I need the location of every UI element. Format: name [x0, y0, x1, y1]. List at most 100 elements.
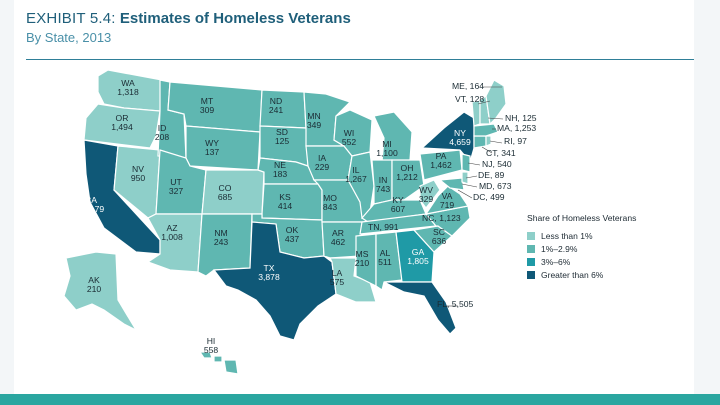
- state-value-pa: 1,462: [430, 160, 452, 170]
- state-FL: [383, 281, 457, 335]
- state-value-nd: 241: [269, 105, 284, 115]
- state-label-mt: MT: [201, 96, 214, 106]
- state-label-nj: NJ, 540: [482, 159, 512, 169]
- legend-swatch: [527, 257, 535, 266]
- leader-DC: [457, 189, 473, 199]
- state-value-co: 685: [218, 192, 233, 202]
- state-label-tx: TX: [264, 263, 275, 273]
- state-GA: [395, 229, 435, 283]
- state-label-nd: ND: [270, 96, 282, 106]
- state-label-ak: AK: [88, 275, 100, 285]
- callout-lines: [446, 86, 504, 307]
- leader-RI: [489, 140, 503, 144]
- state-label-ok: OK: [286, 225, 299, 235]
- bottom-bar: [0, 394, 720, 405]
- legend: Share of Homeless Veterans Less than 1% …: [527, 213, 636, 281]
- state-label-hi: HI: [207, 336, 216, 346]
- leader-CT: [481, 146, 493, 154]
- state-value-mi: 1,100: [376, 148, 398, 158]
- state-value-al: 511: [378, 257, 392, 267]
- state-LA: [329, 257, 377, 303]
- state-value-ne: 183: [273, 169, 288, 179]
- state-WV: [419, 179, 441, 209]
- leader-NJ: [467, 162, 481, 166]
- state-CT: [473, 135, 487, 149]
- title-rule: [26, 59, 694, 60]
- state-value-ak: 210: [87, 284, 102, 294]
- state-label-il: IL: [352, 165, 359, 175]
- legend-label: Greater than 6%: [541, 269, 604, 280]
- state-label-ma: MA, 1,253: [497, 123, 536, 133]
- state-HI-3: [223, 359, 239, 375]
- exhibit-name: Estimates of Homeless Veterans: [119, 10, 351, 27]
- leader-MD: [461, 183, 478, 188]
- state-label-la: LA: [332, 268, 343, 278]
- state-label-in: IN: [379, 175, 388, 185]
- state-label-ar: AR: [332, 228, 344, 238]
- state-label-ks: KS: [279, 192, 291, 202]
- state-value-ut: 327: [169, 186, 184, 196]
- state-label-ia: IA: [318, 153, 326, 163]
- state-label-me: ME, 164: [452, 81, 484, 91]
- state-label-wi: WI: [344, 128, 355, 138]
- state-label-or: OR: [116, 113, 129, 123]
- state-value-in: 743: [376, 184, 391, 194]
- state-CO: [201, 169, 265, 215]
- state-MA: [473, 123, 499, 137]
- exhibit-title: EXHIBIT 5.4: Estimates of Homeless Veter…: [26, 10, 351, 27]
- state-label-sd: SD: [276, 127, 288, 137]
- state-value-ia: 229: [315, 162, 330, 172]
- state-value-id: 208: [155, 132, 170, 142]
- state-AR: [321, 221, 363, 259]
- state-value-oh: 1,212: [396, 172, 418, 182]
- state-OH: [391, 159, 425, 201]
- legend-item: 1%–2.9%: [527, 242, 636, 255]
- legend-title: Share of Homeless Veterans: [527, 213, 637, 223]
- state-label-ms: MS: [356, 249, 369, 259]
- state-label-wv: WV: [419, 185, 433, 195]
- state-HI-2: [213, 355, 223, 363]
- state-MD: [438, 177, 465, 191]
- state-value-hi: 558: [204, 345, 219, 355]
- state-value-mn: 349: [307, 120, 322, 130]
- state-label-sc: SC: [433, 227, 445, 237]
- state-value-ks: 414: [278, 201, 293, 211]
- legend-swatch: [527, 231, 535, 240]
- state-value-ga: 1,805: [407, 256, 429, 266]
- state-value-il: 1,267: [345, 174, 367, 184]
- state-label-id: ID: [158, 123, 167, 133]
- state-value-ar: 462: [331, 237, 346, 247]
- state-label-wy: WY: [205, 138, 219, 148]
- state-label-ne: NE: [274, 160, 286, 170]
- leader-VT: [477, 100, 491, 105]
- state-MS: [355, 233, 377, 287]
- exhibit-subtitle: By State, 2013: [26, 30, 112, 45]
- legend-label: 3%–6%: [541, 256, 571, 267]
- legend-label: 1%–2.9%: [541, 243, 578, 254]
- state-label-ut: UT: [170, 177, 182, 187]
- state-TX: [212, 221, 337, 341]
- state-label-mn: MN: [307, 111, 320, 121]
- legend-item: 3%–6%: [527, 255, 636, 268]
- state-label-ky: KY: [392, 195, 404, 205]
- state-value-nv: 950: [131, 173, 146, 183]
- state-RI: [485, 135, 492, 147]
- state-label-va: VA: [442, 191, 453, 201]
- left-margin: [0, 0, 14, 405]
- state-value-ca: 15,179: [78, 204, 105, 214]
- state-label-oh: OH: [401, 163, 414, 173]
- state-label-vt: VT, 128: [455, 94, 484, 104]
- state-value-ny: 4,659: [449, 137, 471, 147]
- state-label-pa: PA: [436, 151, 447, 161]
- state-DE: [461, 171, 469, 185]
- state-value-wy: 137: [205, 147, 220, 157]
- state-label-co: CO: [219, 183, 232, 193]
- legend-item: Greater than 6%: [527, 268, 636, 281]
- legend-item: Less than 1%: [527, 229, 636, 242]
- state-label-mi: MI: [382, 139, 392, 149]
- state-label-md: MD, 673: [479, 181, 512, 191]
- state-ME: [485, 79, 507, 126]
- state-value-ok: 437: [285, 234, 300, 244]
- state-label-nm: NM: [214, 228, 227, 238]
